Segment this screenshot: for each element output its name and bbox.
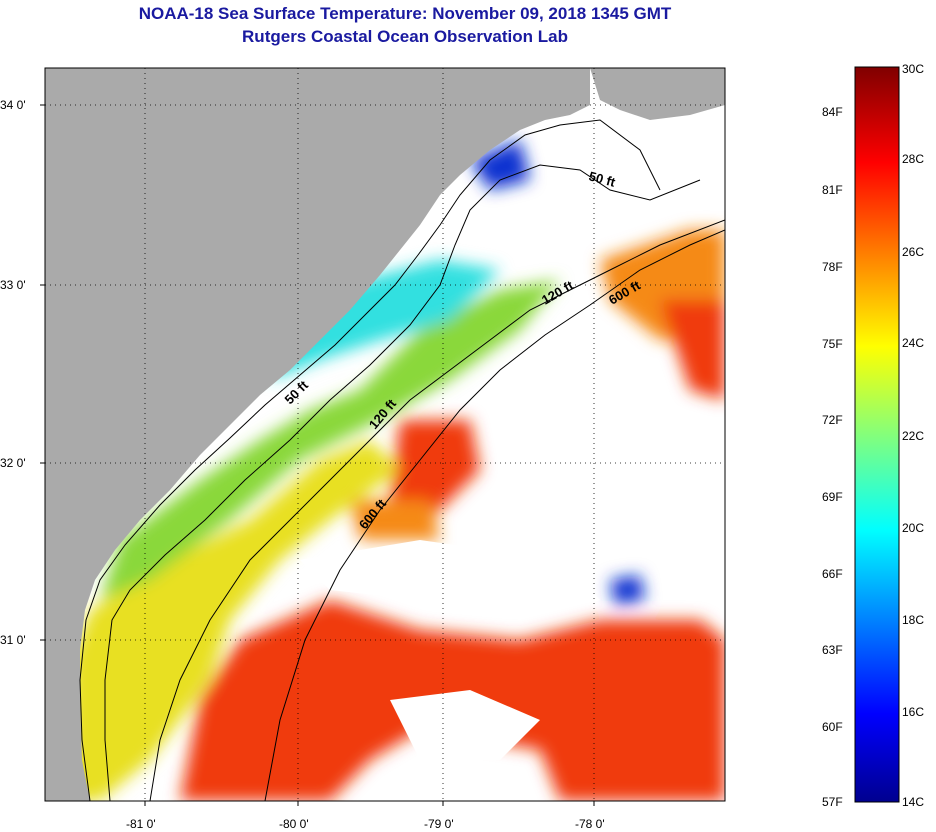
colorbar-gradient <box>854 66 900 803</box>
lon-label-80: -80 0' <box>279 817 309 831</box>
contour-600ft <box>264 229 725 801</box>
cb-label-78f: 78F <box>822 260 843 274</box>
map-frame <box>44 67 726 802</box>
cb-label-84f: 84F <box>822 105 843 119</box>
colorbar-fahrenheit-labels: 84F 81F 78F 75F 72F 69F 66F 63F 60F 57F <box>822 105 843 809</box>
cb-label-14c: 14C <box>902 795 924 809</box>
cb-label-22c: 22C <box>902 429 924 443</box>
cloud-patch <box>300 540 600 620</box>
lat-label-34: 34 0' <box>0 98 26 112</box>
coastline <box>79 119 661 801</box>
cb-label-81f: 81F <box>822 183 843 197</box>
sst-red-east <box>660 300 725 400</box>
sst-green-band <box>100 280 560 600</box>
sst-cyan-region <box>270 260 500 380</box>
contour-120ft <box>149 219 725 801</box>
cb-label-60f: 60F <box>822 720 843 734</box>
cb-label-28c: 28C <box>902 152 924 166</box>
lon-tick-labels: -81 0' -80 0' -79 0' -78 0' <box>126 817 605 831</box>
lon-label-78: -78 0' <box>575 817 605 831</box>
bathymetry-contours <box>79 119 725 801</box>
map-area: 50 ft 50 ft 120 ft 120 ft 600 ft 600 ft <box>45 68 725 801</box>
cb-label-69f: 69F <box>822 490 843 504</box>
lon-label-81: -81 0' <box>126 817 156 831</box>
sst-blue-patch-south <box>610 575 645 605</box>
cb-label-24c: 24C <box>902 336 924 350</box>
contour-50ft <box>104 164 701 801</box>
land-mass <box>45 68 590 801</box>
sst-red-mid <box>390 420 480 520</box>
cb-label-57f: 57F <box>822 795 843 809</box>
cb-label-63f: 63F <box>822 643 843 657</box>
axis-ticks <box>40 104 595 806</box>
lat-label-32: 32 0' <box>0 456 26 470</box>
cb-label-16c: 16C <box>902 705 924 719</box>
cb-label-75f: 75F <box>822 337 843 351</box>
cb-label-30c: 30C <box>902 62 924 76</box>
chart-title: NOAA-18 Sea Surface Temperature: Novembe… <box>138 4 672 23</box>
colorbar-celsius-labels: 30C 28C 26C 24C 22C 20C 18C 16C 14C <box>902 62 924 809</box>
sst-orange-mid <box>350 500 440 540</box>
chart-subtitle: Rutgers Coastal Ocean Observation Lab <box>242 27 568 46</box>
sst-blue-patch <box>470 140 530 190</box>
cloud-patch-east <box>555 410 645 470</box>
cb-label-20c: 20C <box>902 521 924 535</box>
cb-label-72f: 72F <box>822 413 843 427</box>
cloud-patch-south <box>390 690 540 760</box>
cb-label-66f: 66F <box>822 567 843 581</box>
lon-label-79: -79 0' <box>424 817 454 831</box>
lat-tick-labels: 34 0' 33 0' 32 0' 31 0' <box>0 98 26 647</box>
graticule <box>45 68 725 801</box>
cb-label-18c: 18C <box>902 613 924 627</box>
contour-label-50ft-north: 50 ft <box>587 168 617 190</box>
land-mass-ne <box>590 68 725 120</box>
colorbar: 30C 28C 26C 24C 22C 20C 18C 16C 14C 84F … <box>822 62 924 809</box>
lat-label-31: 31 0' <box>0 633 26 647</box>
sst-yellow-band <box>70 440 400 801</box>
lat-label-33: 33 0' <box>0 278 26 292</box>
cb-label-26c: 26C <box>902 245 924 259</box>
